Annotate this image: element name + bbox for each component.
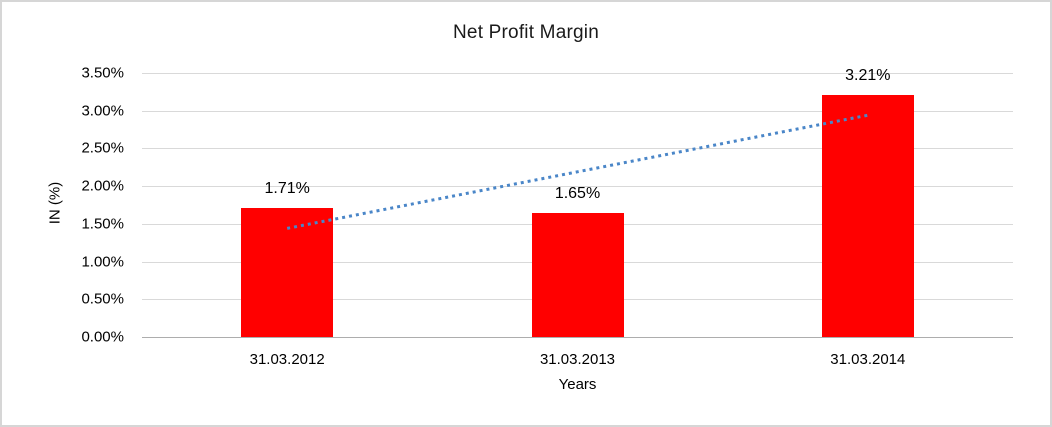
bar-data-label: 1.71% xyxy=(264,180,310,198)
y-axis-tick-label: 2.50% xyxy=(81,139,124,157)
y-axis-tick-label: 3.00% xyxy=(81,102,124,120)
x-axis-tick-label: 31.03.2014 xyxy=(830,351,906,368)
y-axis-tick-label: 0.00% xyxy=(81,328,124,346)
gridline xyxy=(142,148,1013,150)
plot-area: 0.00% 0.50% 1.00% 1.50% 2.00% 2.50% 3.00% 3.50%… xyxy=(81,65,1013,368)
x-axis-line xyxy=(142,337,1013,338)
bar xyxy=(821,94,914,337)
y-axis-tick-label: 1.00% xyxy=(81,253,124,271)
trendline xyxy=(286,113,869,230)
y-axis-tick-label: 3.50% xyxy=(81,64,124,82)
gridline xyxy=(142,110,1013,112)
bar-data-label: 3.21% xyxy=(845,66,891,84)
x-axis-tick-label: 31.03.2013 xyxy=(539,351,616,368)
y-axis-tick-label: 0.50% xyxy=(81,290,124,308)
gridline xyxy=(142,73,1013,74)
x-axis-title: Years xyxy=(558,376,597,393)
y-axis-tick-label: 2.00% xyxy=(81,177,124,195)
bar-data-label: 1.65% xyxy=(554,184,601,202)
bar xyxy=(241,208,334,337)
chart-title: Net Profit Margin xyxy=(453,22,599,43)
gridline xyxy=(142,186,1013,188)
x-axis-tick-label: 31.03.2012 xyxy=(249,351,325,368)
bar xyxy=(531,212,624,337)
trendline-segment xyxy=(286,113,869,230)
y-axis-tick-label: 1.50% xyxy=(81,215,124,233)
